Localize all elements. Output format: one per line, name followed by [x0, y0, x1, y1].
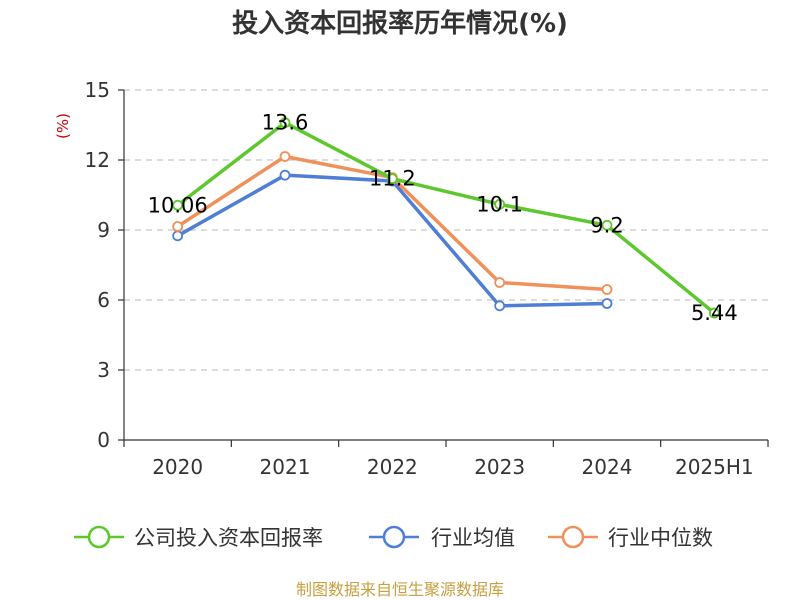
x-tick-label: 2025H1: [675, 455, 754, 479]
series-line: [176, 120, 716, 315]
y-tick-label: 3: [97, 358, 110, 382]
x-tick-label: 2020: [152, 455, 203, 479]
data-label: 10.06: [148, 193, 208, 217]
data-point: [601, 219, 613, 231]
legend-item[interactable]: 行业均值: [369, 525, 515, 550]
data-point: [279, 117, 291, 129]
data-point: [494, 277, 506, 288]
x-tick-label: 2021: [260, 455, 311, 479]
legend[interactable]: 公司投入资本回报率 行业均值 行业中位数: [74, 525, 713, 550]
y-tick-label: 15: [85, 78, 110, 102]
legend-item[interactable]: 行业中位数: [548, 525, 713, 550]
source-note: 制图数据来自恒生聚源数据库: [296, 580, 504, 599]
data-label: 13.6: [262, 111, 309, 135]
data-labels: 10.06 13.6 11.2 10.1 9.2 5.44: [148, 111, 738, 325]
data-point: [279, 169, 291, 181]
data-point: [172, 221, 184, 232]
x-tick-label: 2023: [474, 455, 525, 479]
y-tick-label: 0: [97, 428, 110, 452]
series-lines: [172, 117, 720, 319]
y-axis-unit-label: (%): [54, 113, 72, 139]
data-point: [386, 173, 398, 185]
data-label: 10.1: [476, 192, 523, 216]
axes: 0 3 6 9 12 15 2020 2021 2022 2023 2024 2025H1: [85, 78, 769, 479]
legend-label: 公司投入资本回报率: [134, 526, 323, 550]
legend-marker-icon: [561, 525, 585, 549]
legend-label: 行业中位数: [608, 526, 713, 550]
legend-label: 行业均值: [431, 526, 515, 550]
data-label: 11.2: [369, 167, 416, 191]
data-label: 5.44: [691, 301, 738, 325]
legend-item[interactable]: 公司投入资本回报率: [74, 525, 323, 550]
y-tick-label: 12: [85, 148, 110, 172]
data-point: [279, 151, 291, 162]
data-point: [494, 198, 506, 210]
x-tick-label: 2024: [582, 455, 633, 479]
data-point: [172, 230, 184, 242]
chart-title: 投入资本回报率历年情况(%): [232, 8, 568, 39]
data-label: 9.2: [590, 213, 623, 237]
data-point: [708, 307, 720, 319]
data-point: [601, 284, 613, 295]
x-tick-label: 2022: [367, 455, 418, 479]
data-point: [172, 199, 184, 211]
legend-marker-icon: [87, 525, 111, 549]
legend-marker-icon: [382, 525, 406, 549]
y-tick-label: 9: [97, 218, 110, 242]
y-tick-label: 6: [97, 288, 110, 312]
data-point: [494, 300, 506, 312]
data-point: [601, 298, 613, 309]
